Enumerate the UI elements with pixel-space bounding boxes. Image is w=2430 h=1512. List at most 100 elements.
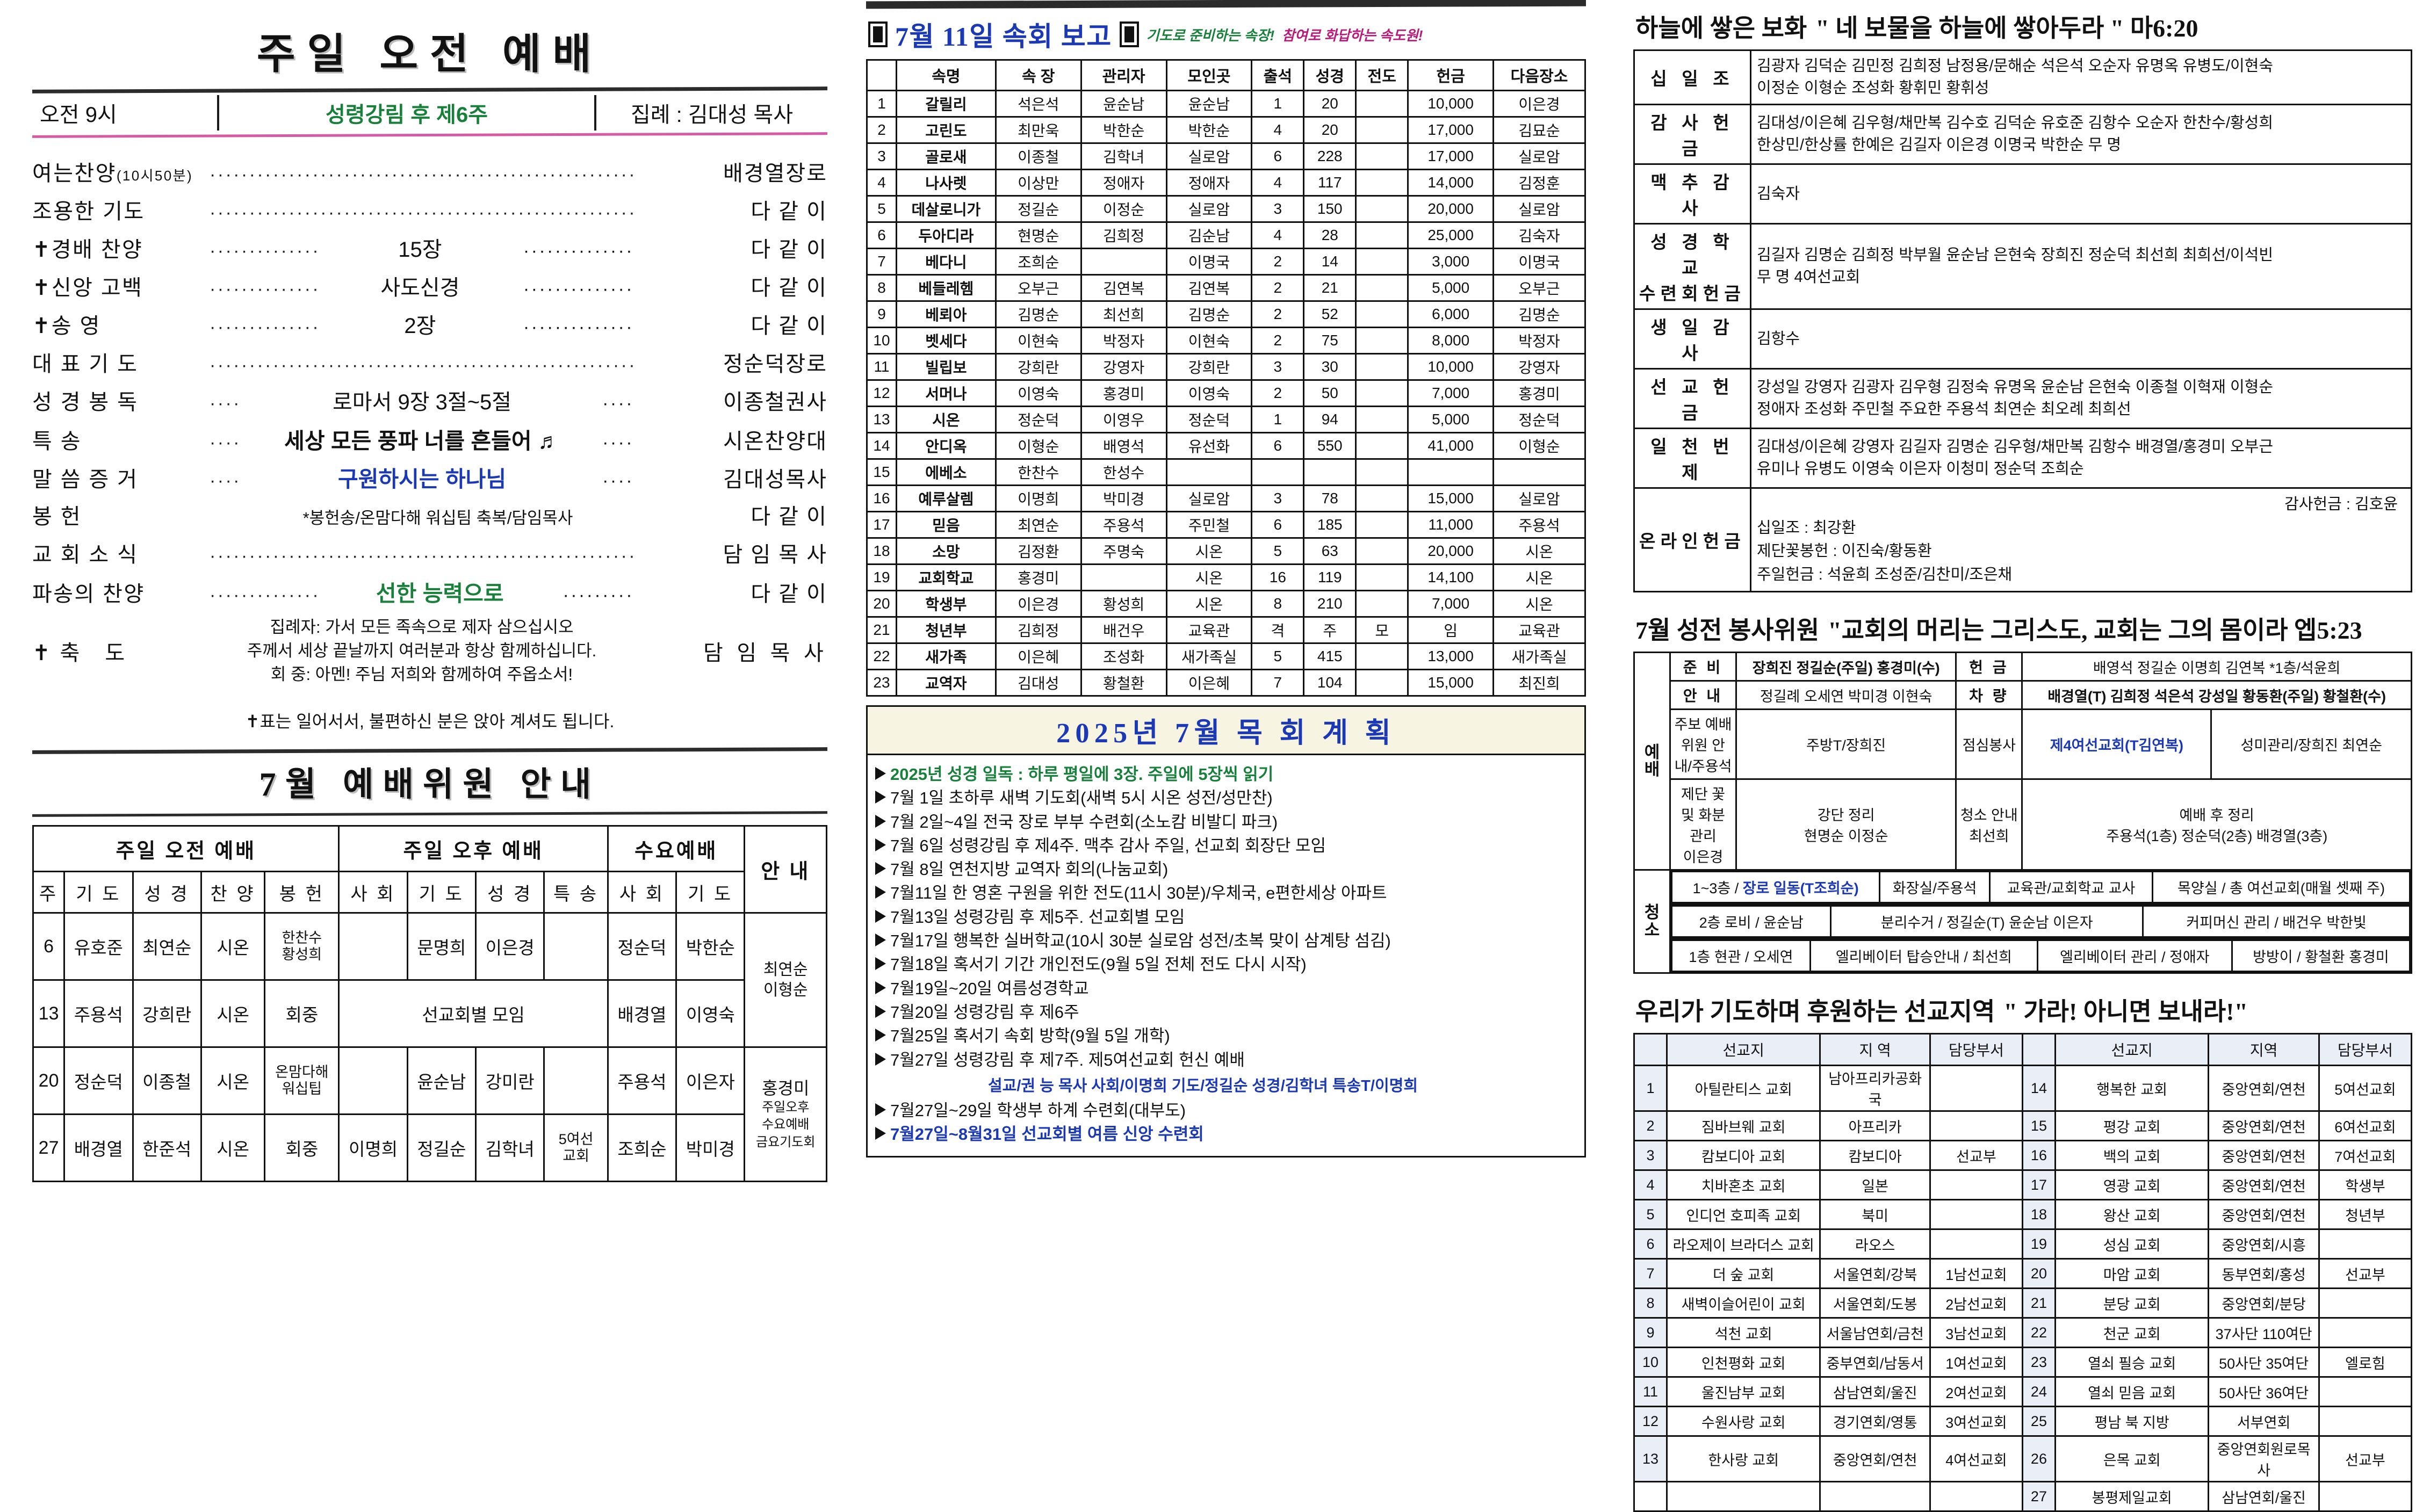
cell-table-cell: 1	[1251, 406, 1305, 433]
cell-table-cell: 강영자	[1492, 353, 1586, 381]
cell-table-cell: 벳세다	[895, 327, 997, 355]
cell-table-cell: 52	[1303, 300, 1357, 328]
cleaning-duty-cell: 1층 현관 / 오세연	[1671, 939, 1811, 973]
cell-table-cell	[1355, 379, 1409, 407]
cell-table-cell: 4	[866, 169, 897, 197]
cell-table-cell: 고린도	[895, 116, 997, 144]
cell-table-cell: 5	[1251, 537, 1305, 565]
order-item-name: 조용한 기도	[32, 200, 145, 223]
order-item-detail: 선한 능력으로	[376, 581, 504, 606]
offering-category-label: 일 천 번 제	[1633, 428, 1751, 489]
table-row: 15 에베소 한찬수 한성수	[866, 458, 1586, 486]
cell-table-cell: 5	[866, 195, 897, 223]
mission-index: 14	[2021, 1065, 2056, 1112]
committee-cell: 박한순	[675, 912, 746, 981]
cell-table-cell: 베뢰아	[895, 300, 997, 328]
cell-table-cell: 10,000	[1407, 353, 1495, 381]
table-row: 8 새벽이슬어린이 교회 서울연회/도봉 2남선교회 21 분당 교회 중앙연회/분당	[1633, 1287, 2413, 1319]
plan-item: 7월 6일 성령강림 후 제4주. 맥추 감사 주일, 선교회 회장단 모임	[875, 835, 1577, 857]
order-item: ✝경배 찬양 ·············· 15장 ·············· 다 같…	[32, 232, 827, 270]
temple-duty-cell: 점심봉사	[1955, 708, 2023, 780]
mission-region: 경기연회/영통	[1819, 1406, 1931, 1437]
temple-duty-cell: 주방T/장희진	[1735, 708, 1957, 780]
mission-table-header	[1633, 1033, 1668, 1067]
committee-subheader: 특 송	[543, 871, 609, 914]
committee-group-header: 안 내	[744, 825, 827, 914]
mission-index: 1	[1633, 1065, 1668, 1112]
cell-table-cell: 에베소	[895, 458, 997, 486]
cell-table-cell: 김명순	[994, 300, 1082, 328]
cell-table-cell: 이상만	[994, 169, 1082, 197]
cell-table-cell: 한찬수	[994, 458, 1082, 486]
cell-table-cell: 서머나	[895, 379, 997, 407]
plan-item-text: 7월18일 혹서기 기간 개인전도(9월 5일 전체 전도 다시 시작)	[890, 955, 1307, 974]
mission-region: 남아프리카공화국	[1819, 1065, 1931, 1112]
plan-item: 7월27일~8월31일 선교회별 여름 신앙 수련회	[875, 1124, 1577, 1145]
mission-region: 중앙연회/시흥	[2208, 1228, 2320, 1260]
triangle-bullet-icon	[875, 862, 886, 876]
cell-table-cell	[1355, 90, 1409, 118]
cell-table-cell: 김대성	[994, 669, 1082, 697]
mission-church-name: 평남 북 지방	[2054, 1406, 2210, 1437]
temple-duty-cell: 제단 꽃 및 화분 관리 이은경	[1669, 778, 1737, 871]
cell-table-cell: 박정자	[1492, 327, 1586, 355]
cell-table-cell	[1355, 221, 1409, 249]
committee-cell: 이은자	[675, 1046, 746, 1116]
mission-department: 2남선교회	[1929, 1287, 2023, 1319]
plan-item-text: 7월 6일 성령강림 후 제4주. 맥추 감사 주일, 선교회 회장단 모임	[890, 836, 1326, 855]
mission-church-name: 백의 교회	[2054, 1140, 2210, 1171]
divider-dark-2	[32, 747, 828, 754]
order-item-name: 대 표 기 도	[32, 352, 139, 376]
mission-church-name: 천군 교회	[2054, 1317, 2210, 1349]
cell-table-cell: 21	[866, 616, 897, 644]
order-item: 성 경 봉 독 ···· 로마서 9장 3절~5절 ···· 이종철권사	[32, 385, 827, 423]
committee-cell: 한준석	[132, 1113, 202, 1183]
mission-church-name: 봉평제일교회	[2054, 1481, 2210, 1512]
mission-index: 23	[2021, 1347, 2056, 1378]
benediction-line-1: 집례자: 가서 모든 족속으로 제자 삼으십시오	[270, 618, 574, 636]
cell-table-cell: 210	[1303, 590, 1357, 618]
mission-region: 50사단 36여단	[2208, 1376, 2320, 1408]
table-row: 1층 현관 / 오세연 엘리베이터 탑승안내 / 최선희 엘리베이터 관리 / 정애…	[1634, 938, 2412, 974]
committee-guide-mid: 홍경미	[762, 1078, 810, 1098]
benediction-line-3: 회 중: 아멘! 주님 저희와 함께하여 주옵소서!	[270, 665, 573, 684]
cell-table-cell: 최연순	[994, 511, 1082, 539]
cell-table-cell: 이형순	[1492, 432, 1586, 460]
committee-week: 13	[32, 979, 66, 1048]
committee-cell: 시온	[200, 1113, 266, 1183]
plan-item-text: 2025년 성경 일독 : 하루 평일에 3장. 주일에 5장씩 읽기	[890, 765, 1274, 784]
cell-table-cell: 7	[1251, 669, 1305, 697]
mission-department	[2318, 1317, 2413, 1349]
committee-cell: 정순덕	[607, 912, 677, 981]
cell-table-cell: 50	[1303, 379, 1357, 407]
vehicle-value: 배경열(T) 김희정 석은석 강성일 황동환(주일) 황철환(수)	[2021, 680, 2412, 711]
cell-table-cell: 15,000	[1407, 484, 1495, 512]
offering-names: 김길자 김명순 김희정 박부월 윤순남 은현숙 장희진 정순덕 최선희 최희선/…	[1750, 223, 2412, 310]
mission-church-name: 은목 교회	[2054, 1435, 2210, 1483]
cell-table-cell: 김희정	[994, 616, 1082, 644]
temple-duty-cell: 성미관리/장희진 최연순	[2210, 708, 2412, 780]
middle-column: 7월 11일 속회 보고 기도로 준비하는 속장! 참여로 화답하는 속도원! …	[866, 0, 1587, 1158]
cell-table-cell: 강영자	[1080, 353, 1167, 381]
cell-table-cell: 17,000	[1407, 142, 1495, 170]
plan-item: 7월 1일 초하루 새벽 기도회(새벽 5시 시온 성전/성만찬)	[875, 787, 1577, 809]
table-row: 생 일 감 사 김항수	[1633, 308, 2412, 370]
mission-index: 18	[2021, 1199, 2056, 1231]
cell-table-cell: 104	[1303, 669, 1357, 697]
cell-table-cell: 강희란	[994, 353, 1082, 381]
plan-item-text: 7월13일 성령강림 후 제5주. 선교회별 모임	[890, 907, 1185, 927]
cell-table-cell: 주	[1303, 616, 1357, 644]
mid-top-band	[866, 0, 1587, 9]
cell-table-cell: 시온	[1492, 563, 1586, 591]
mission-table-header	[2021, 1033, 2056, 1067]
committee-cell: 주용석	[63, 979, 134, 1048]
committee-cell-merged: 선교회별 모임	[338, 979, 609, 1048]
cell-table-header: 속 장	[994, 59, 1082, 91]
mission-index: 17	[2021, 1169, 2056, 1201]
order-item-name: ✝송 영	[32, 314, 101, 338]
cell-table-cell	[1355, 537, 1409, 565]
cell-table-cell: 17	[866, 511, 897, 539]
cell-table-cell: 정길순	[994, 195, 1082, 223]
table-row: 1 갈릴리 석은석 윤순남 윤순남 1 20 10,000 이은경	[866, 90, 1586, 118]
mission-church-name: 치바혼초 교회	[1665, 1169, 1821, 1201]
